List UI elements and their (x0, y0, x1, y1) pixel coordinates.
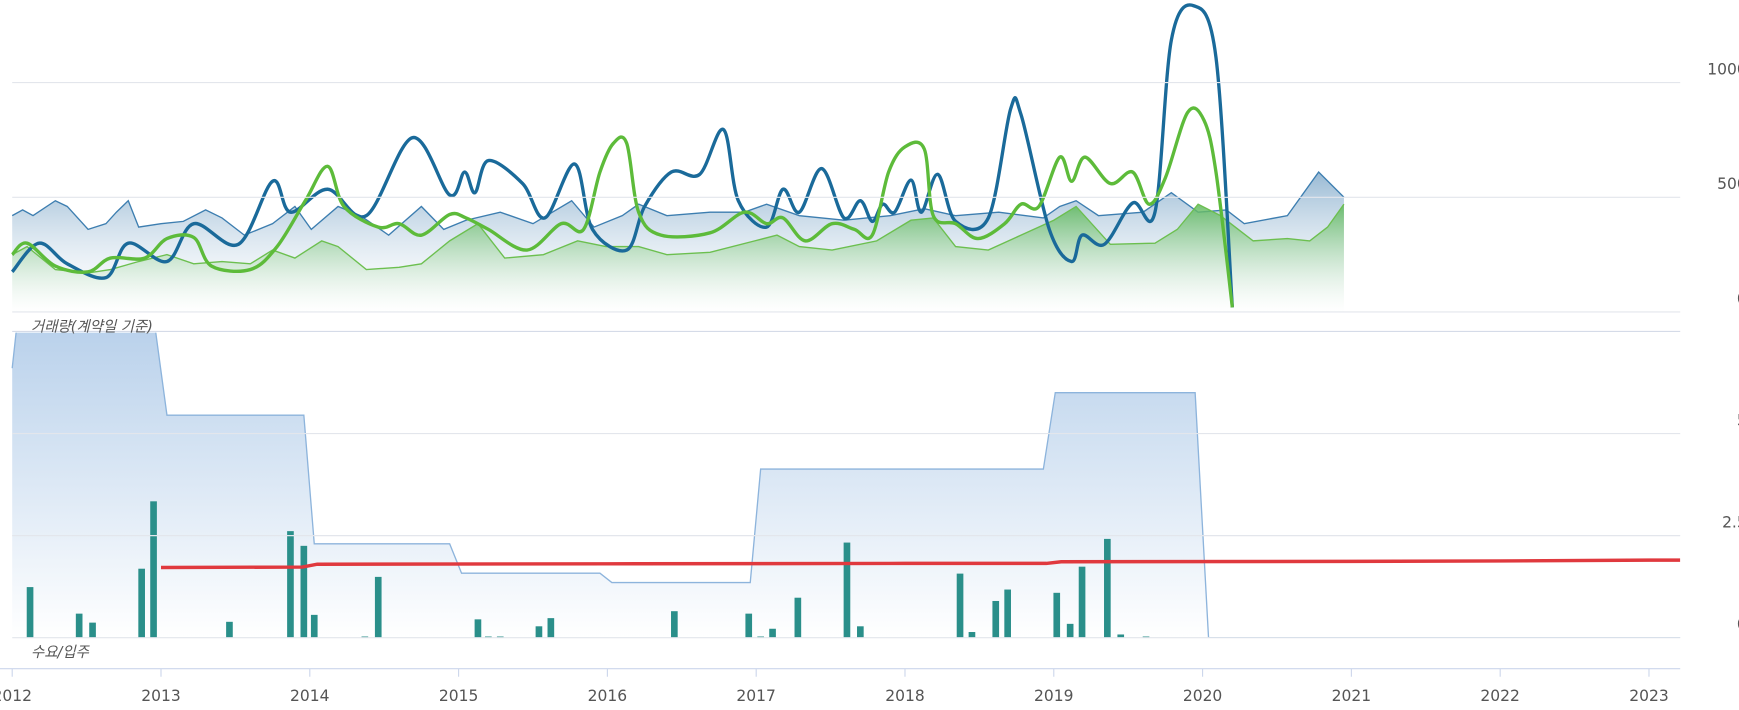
bar (1078, 566, 1086, 638)
bar (485, 636, 492, 638)
bar (745, 613, 753, 638)
bar (1117, 634, 1125, 638)
x-tick-label: 2016 (588, 686, 627, 705)
bar (547, 618, 555, 638)
bar (26, 587, 34, 638)
panel-label: 거래량(계약일 기준) (31, 318, 153, 335)
bar (310, 614, 318, 638)
x-tick-label: 2014 (290, 686, 329, 705)
bar (89, 622, 96, 638)
x-tick-label: 2013 (141, 686, 180, 705)
area-line (11, 171, 1345, 236)
bar (992, 600, 1000, 638)
bar (150, 501, 157, 638)
bar (757, 636, 764, 638)
bar (1004, 589, 1011, 638)
bar (1142, 636, 1150, 638)
bar (226, 621, 233, 638)
x-tick-label: 2022 (1480, 686, 1519, 705)
bar (956, 573, 964, 638)
x-tick-label: 2019 (1034, 686, 1073, 705)
y-tick-label: 5 (1737, 410, 1739, 429)
bar (535, 626, 543, 638)
x-tick-label: 2015 (439, 686, 478, 705)
y-tick-label: 0 (1737, 614, 1739, 633)
bar (1066, 623, 1074, 638)
bar (300, 545, 308, 638)
panel-label: 수요/입주 (31, 644, 90, 661)
line (160, 558, 1681, 570)
x-tick-label: 2023 (1629, 686, 1668, 705)
bar (1053, 592, 1061, 638)
bar (1104, 538, 1111, 638)
bottom-plot (11, 332, 1681, 638)
area-line (11, 332, 1681, 638)
y-tick-label: 1000 (1707, 59, 1739, 78)
bar (374, 576, 382, 638)
x-tick-label: 2021 (1332, 686, 1371, 705)
area-fill (12, 204, 1344, 312)
x-tick-label: 2012 (0, 686, 32, 705)
top-plot (10, 3, 1345, 312)
bar (287, 531, 294, 638)
x-tick-label: 2020 (1183, 686, 1222, 705)
area-fill (12, 332, 1681, 638)
bar (474, 619, 482, 638)
bar (794, 597, 802, 638)
x-tick-label: 2018 (885, 686, 924, 705)
bar (843, 542, 851, 638)
bar (361, 636, 369, 638)
bar (857, 626, 864, 638)
y-tick-label: 500 (1717, 174, 1739, 193)
line (10, 3, 1234, 308)
bar (968, 632, 976, 638)
line (11, 106, 1234, 308)
bar (138, 568, 145, 638)
y-tick-label: 0 (1737, 289, 1739, 308)
bar (496, 636, 504, 638)
bar (769, 628, 776, 638)
x-tick-label: 2017 (736, 686, 775, 705)
bar (671, 611, 678, 638)
bar (75, 613, 83, 638)
y-tick-label: 2.5 (1722, 512, 1739, 531)
area-line (11, 203, 1345, 274)
